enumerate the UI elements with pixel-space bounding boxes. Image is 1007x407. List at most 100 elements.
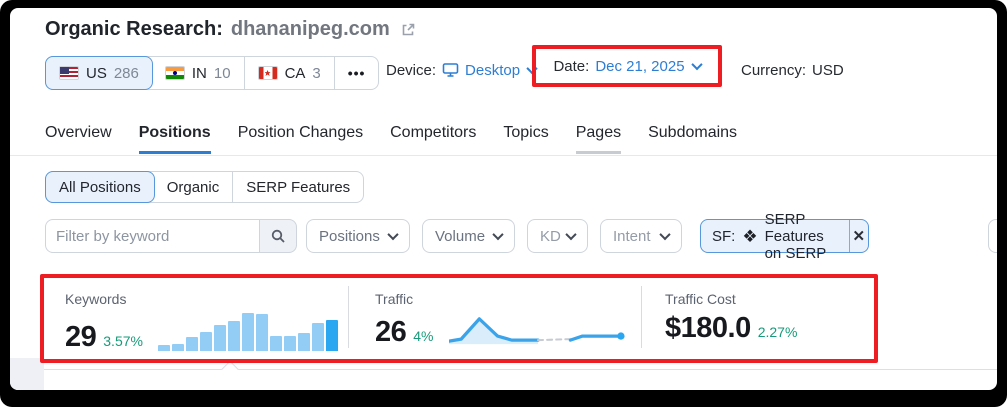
keywords-value: 29 [65, 321, 97, 353]
device-label: Device: [386, 61, 437, 79]
annotation-box-date: Date: Dec 21, 2025 [532, 45, 722, 87]
in-flag-icon [164, 66, 185, 80]
currency-value: USD [812, 61, 844, 79]
bar [157, 345, 170, 351]
country-count: 3 [312, 64, 321, 82]
traffic-metric-label: Traffic [375, 291, 414, 307]
sf-filter-chip-body[interactable]: SF: ❖ SERP Features on SERP [701, 211, 849, 262]
intent-dropdown[interactable]: Intent [600, 219, 682, 253]
search-icon [270, 228, 286, 244]
clipped-button[interactable] [988, 219, 997, 253]
metric-divider [348, 286, 349, 348]
tab-positions[interactable]: Positions [138, 124, 211, 154]
date-label: Date: [553, 57, 590, 75]
chevron-down-icon [659, 228, 671, 241]
filter-serp-features[interactable]: SERP Features [232, 172, 363, 202]
bar [297, 333, 310, 351]
position-type-filter: All Positions Organic SERP Features [45, 171, 365, 203]
traffic-cost-value: $180.0 [665, 312, 751, 344]
tab-competitors[interactable]: Competitors [390, 124, 477, 141]
divider-notch [221, 360, 239, 378]
keywords-metric: Keywords 29 3.57% [65, 291, 338, 352]
close-icon: ✕ [852, 228, 866, 245]
chevron-down-icon [492, 228, 504, 241]
us-flag-icon [59, 66, 79, 80]
currency-display: Currency: USD [741, 60, 844, 80]
chevron-down-icon [565, 228, 577, 241]
chevron-down-icon [387, 228, 399, 241]
country-code: IN [191, 64, 207, 82]
traffic-cost-metric-label: Traffic Cost [665, 291, 736, 307]
desktop-icon [442, 62, 459, 78]
sf-prefix: SF: [712, 227, 736, 245]
currency-label: Currency: [741, 61, 807, 79]
traffic-value: 26 [375, 316, 407, 348]
traffic-change: 4% [413, 328, 434, 344]
kd-dropdown[interactable]: KD [527, 219, 588, 253]
ca-flag-icon [257, 66, 278, 80]
country-count: 286 [113, 64, 139, 82]
tab-subdomains[interactable]: Subdomains [648, 124, 738, 141]
page-title-label: Organic Research: [45, 18, 223, 40]
chevron-down-icon [690, 58, 703, 71]
bar [325, 320, 338, 351]
bar [255, 314, 268, 351]
device-selector[interactable]: Device: Desktop [386, 60, 538, 80]
section-divider [44, 369, 997, 370]
sf-chip-label: SERP Features on SERP [764, 210, 827, 262]
keywords-metric-label: Keywords [65, 291, 127, 307]
positions-dropdown[interactable]: Positions [306, 219, 410, 253]
filter-organic[interactable]: Organic [166, 178, 220, 196]
bar [269, 336, 282, 351]
metric-divider [641, 286, 642, 348]
search-button[interactable] [259, 219, 297, 253]
country-tab-ca[interactable]: CA 3 [243, 57, 334, 89]
bar [213, 325, 226, 351]
filter-all-positions[interactable]: All Positions [45, 171, 155, 203]
bar [311, 323, 324, 351]
external-link-icon[interactable] [400, 22, 416, 38]
traffic-sparkline-svg[interactable] [448, 313, 627, 346]
filters-toolbar: Positions Volume KD Intent SF: ❖ SERP Fe… [45, 211, 997, 262]
analyzed-domain: dhananipeg.com [230, 18, 390, 40]
traffic-cost-change: 2.27% [757, 324, 798, 340]
serp-features-icon: ❖ [742, 226, 758, 246]
tab-topics[interactable]: Topics [503, 124, 549, 141]
remove-sf-filter-button[interactable]: ✕ [848, 220, 868, 252]
volume-dropdown[interactable]: Volume [422, 219, 515, 253]
tab-overview[interactable]: Overview [45, 124, 112, 141]
country-selector: US 286 IN 10 CA 3 ••• [45, 56, 380, 90]
keywords-change: 3.57% [103, 333, 143, 349]
dropdown-label: KD [540, 227, 561, 245]
date-value[interactable]: Dec 21, 2025 [595, 57, 685, 75]
bar [185, 337, 198, 351]
more-countries-button[interactable]: ••• [333, 57, 379, 89]
report-tabs: Overview Positions Position Changes Comp… [45, 124, 737, 154]
keyword-filter-input[interactable] [45, 219, 260, 253]
page-title: Organic Research: dhananipeg.com [45, 18, 416, 41]
country-tab-in[interactable]: IN 10 [152, 57, 244, 89]
dropdown-label: Volume [435, 227, 486, 245]
bar [199, 332, 212, 351]
country-code: US [86, 64, 107, 82]
bar [283, 336, 296, 351]
tabs-divider [10, 155, 997, 156]
keyword-filter [45, 219, 297, 253]
organic-research-page: Organic Research: dhananipeg.com US 286 … [10, 8, 997, 390]
traffic-metric: Traffic 26 4% [375, 291, 627, 347]
tab-position-changes[interactable]: Position Changes [237, 124, 364, 141]
table-left-gutter [10, 358, 44, 390]
sf-filter-chip: SF: ❖ SERP Features on SERP ✕ [700, 211, 869, 262]
traffic-cost-metric: Traffic Cost $180.0 2.27% [665, 291, 797, 343]
dropdown-label: Positions [319, 227, 380, 245]
bar [227, 321, 240, 351]
ellipsis-icon: ••• [347, 65, 366, 81]
country-code: CA [284, 64, 306, 82]
country-count: 10 [213, 64, 231, 82]
tab-pages[interactable]: Pages [575, 124, 622, 154]
keywords-sparkline[interactable] [157, 313, 338, 351]
bar [241, 313, 254, 351]
dropdown-label: Intent [613, 227, 651, 245]
country-tab-us[interactable]: US 286 [45, 56, 153, 90]
